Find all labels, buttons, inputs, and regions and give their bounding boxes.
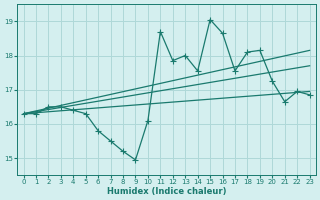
X-axis label: Humidex (Indice chaleur): Humidex (Indice chaleur)	[107, 187, 226, 196]
